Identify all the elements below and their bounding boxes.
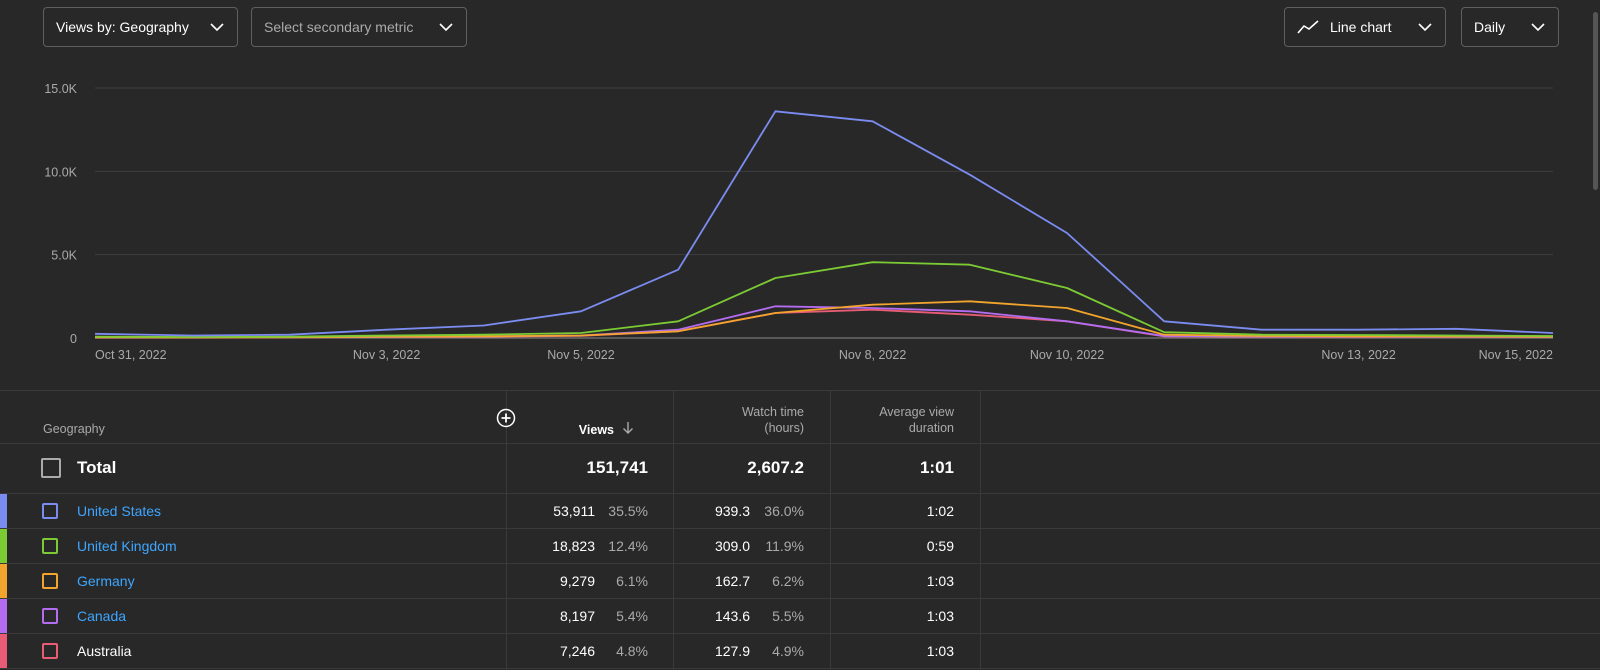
x-tick-label: Nov 15, 2022	[1479, 348, 1553, 362]
metric-dropdown[interactable]: Views by: Geography	[43, 7, 238, 47]
add-column-icon[interactable]	[496, 408, 516, 428]
secondary-metric-placeholder: Select secondary metric	[264, 19, 414, 35]
total-row: Total 151,741 2,607.2 1:01	[0, 444, 1600, 494]
series-line-united-states[interactable]	[94, 110, 1554, 337]
x-tick-label: Nov 5, 2022	[547, 348, 614, 362]
series-color-bar	[0, 634, 7, 668]
avg-duration-value: 1:03	[926, 608, 954, 624]
views-percent: 5.4%	[616, 608, 648, 624]
sort-descending-icon	[622, 421, 634, 439]
avg-duration-column-header[interactable]: Average view duration	[879, 404, 954, 436]
country-name[interactable]: United States	[77, 503, 162, 519]
total-checkbox[interactable]	[41, 458, 61, 478]
interval-dropdown[interactable]: Daily	[1461, 7, 1559, 47]
metric-dropdown-label: Views by: Geography	[56, 19, 189, 35]
watch-time-header-line2: (hours)	[764, 421, 804, 435]
watch-time-header-line1: Watch time	[741, 405, 804, 419]
column-divider	[980, 391, 981, 670]
avg-duration-value: 0:59	[926, 538, 954, 554]
row-checkbox[interactable]	[42, 538, 58, 554]
table-row: United States 53,911 35.5% 939.3 36.0% 1:02	[0, 494, 1600, 529]
line-chart-icon	[1297, 19, 1319, 35]
views-value: 7,246	[559, 643, 595, 659]
x-tick-label: Oct 31, 2022	[95, 348, 167, 362]
watch-time-percent: 6.2%	[772, 573, 804, 589]
column-divider	[506, 391, 507, 670]
watch-time-value: 309.0	[714, 538, 750, 554]
views-percent: 4.8%	[616, 643, 648, 659]
country-name: Australia	[77, 643, 132, 659]
watch-time-column-header[interactable]: Watch time (hours)	[742, 404, 804, 436]
avg-duration-header-line2: duration	[908, 421, 954, 435]
country-name[interactable]: United Kingdom	[77, 538, 177, 554]
avg-duration-value: 1:03	[926, 573, 954, 589]
chevron-down-icon	[1530, 19, 1546, 35]
total-views: 151,741	[586, 458, 648, 477]
secondary-metric-dropdown[interactable]: Select secondary metric	[251, 7, 467, 47]
series-line-united-kingdom[interactable]	[94, 261, 1554, 338]
x-tick-label: Nov 3, 2022	[353, 348, 420, 362]
y-tick-label: 0	[70, 332, 77, 346]
row-checkbox[interactable]	[42, 573, 58, 589]
avg-duration-value: 1:02	[926, 503, 954, 519]
views-column-header[interactable]: Views	[579, 421, 634, 439]
watch-time-percent: 4.9%	[772, 643, 804, 659]
table-header: Geography Views Watch time (hours) Avera…	[0, 391, 1600, 444]
total-watch-time: 2,607.2	[747, 458, 804, 477]
avg-duration-header-line1: Average view	[879, 405, 954, 419]
watch-time-value: 143.6	[714, 608, 750, 624]
views-percent: 35.5%	[608, 503, 648, 519]
country-name[interactable]: Germany	[77, 573, 135, 589]
y-tick-label: 5.0K	[51, 249, 77, 263]
avg-duration-value: 1:03	[926, 643, 954, 659]
chart-type-label: Line chart	[1330, 19, 1392, 35]
watch-time-percent: 5.5%	[772, 608, 804, 624]
watch-time-value: 162.7	[714, 573, 750, 589]
line-chart-svg: 0 5.0K 10.0K 15.0K Oct 31, 2022 Nov 3, 2022 No…	[44, 82, 1554, 362]
column-divider	[830, 391, 831, 670]
y-tick-label: 10.0K	[44, 165, 77, 179]
interval-label: Daily	[1474, 19, 1506, 35]
row-checkbox[interactable]	[42, 643, 58, 659]
total-label: Total	[77, 458, 117, 477]
series-color-bar	[0, 599, 7, 633]
x-tick-label: Nov 8, 2022	[839, 348, 906, 362]
total-avg-duration: 1:01	[919, 458, 954, 477]
geography-table: Geography Views Watch time (hours) Avera…	[0, 390, 1600, 670]
views-percent: 12.4%	[608, 538, 648, 554]
chevron-down-icon	[438, 19, 454, 35]
views-percent: 6.1%	[616, 573, 648, 589]
x-tick-label: Nov 13, 2022	[1321, 348, 1395, 362]
scrollbar-thumb[interactable]	[1593, 12, 1598, 190]
views-value: 53,911	[553, 503, 595, 519]
table-row: Germany 9,279 6.1% 162.7 6.2% 1:03	[0, 564, 1600, 599]
geography-column-header[interactable]: Geography	[43, 422, 105, 436]
chevron-down-icon	[1417, 19, 1433, 35]
row-checkbox[interactable]	[42, 608, 58, 624]
row-checkbox[interactable]	[42, 503, 58, 519]
watch-time-value: 127.9	[714, 643, 750, 659]
line-chart: 0 5.0K 10.0K 15.0K Oct 31, 2022 Nov 3, 2022 No…	[0, 70, 1600, 370]
chevron-down-icon	[209, 19, 225, 35]
table-row: Australia 7,246 4.8% 127.9 4.9% 1:03	[0, 634, 1600, 669]
x-tick-label: Nov 10, 2022	[1030, 348, 1104, 362]
chart-type-dropdown[interactable]: Line chart	[1284, 7, 1446, 47]
views-value: 18,823	[552, 538, 595, 554]
table-row: Canada 8,197 5.4% 143.6 5.5% 1:03	[0, 599, 1600, 634]
y-tick-label: 15.0K	[44, 82, 77, 96]
views-value: 8,197	[559, 608, 595, 624]
series-color-bar	[0, 529, 7, 563]
watch-time-percent: 36.0%	[764, 503, 804, 519]
table-row: United Kingdom 18,823 12.4% 309.0 11.9% 0:59	[0, 529, 1600, 564]
series-color-bar	[0, 564, 7, 598]
column-divider	[673, 391, 674, 670]
watch-time-value: 939.3	[714, 503, 750, 519]
series-color-bar	[0, 494, 7, 528]
views-value: 9,279	[559, 573, 595, 589]
country-name[interactable]: Canada	[77, 608, 127, 624]
watch-time-percent: 11.9%	[765, 538, 804, 554]
views-header-label: Views	[578, 423, 614, 437]
